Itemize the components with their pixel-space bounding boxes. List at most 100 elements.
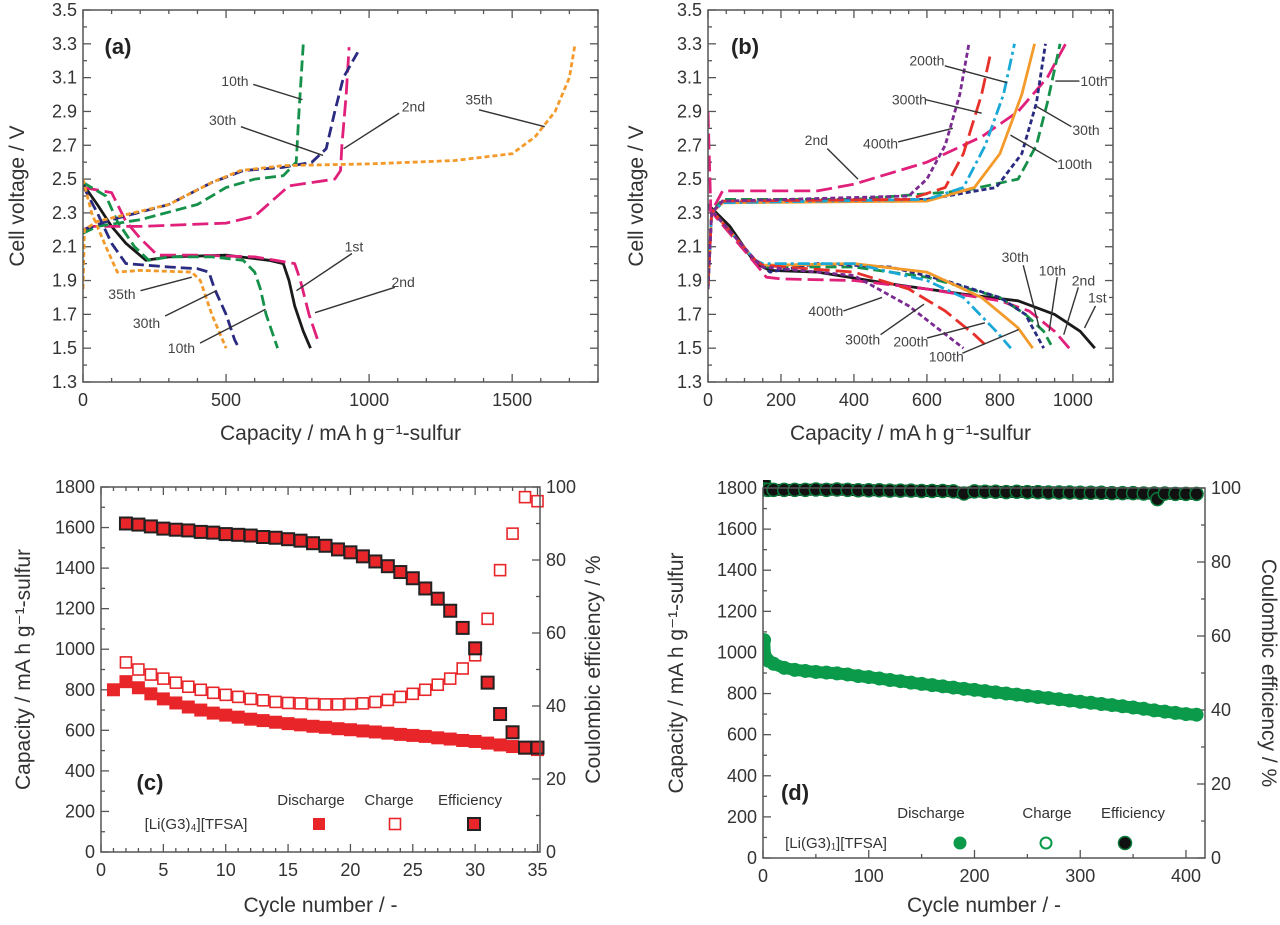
series-efficiency-point: [281, 532, 296, 547]
y-tick-label: 2.9: [52, 101, 77, 121]
y-axis-label: Capacity / mA h g⁻¹-sulfur: [665, 552, 688, 793]
y-tick-label: 1000: [717, 642, 757, 662]
x-tick-label: 400: [839, 390, 869, 410]
y-tick-label: 2.7: [677, 135, 702, 155]
annotation-label: 30th: [209, 112, 236, 128]
series-charge-point: [456, 662, 469, 675]
x-tick-label: 300: [1065, 866, 1095, 886]
annotation-leader-line: [880, 303, 925, 336]
y-tick-label: 3.1: [677, 68, 702, 88]
y-tick-label: 800: [65, 680, 95, 700]
y2-tick-label: 60: [1211, 626, 1231, 646]
annotation-label: 300th: [892, 92, 927, 108]
series-charge-point: [294, 697, 307, 710]
series-efficiency-point: [143, 519, 158, 534]
series-discharge-point: [343, 723, 357, 737]
y-tick-label: 2.1: [677, 237, 702, 257]
y-tick-label: 1400: [55, 558, 95, 578]
annotation-label: 2nd: [391, 274, 414, 290]
series-charge-point: [194, 683, 208, 697]
series-charge-point: [144, 668, 158, 681]
y-tick-label: 1200: [55, 599, 95, 619]
series-discharge-point: [506, 740, 520, 754]
x-tick-label: 1000: [1053, 390, 1093, 410]
series-400th-charge-line: [708, 43, 971, 290]
series-2nd-discharge-line: [708, 206, 1071, 350]
series-charge-point: [206, 686, 220, 700]
x-tick-label: 1000: [349, 390, 389, 410]
annotation-leader-line: [962, 328, 1019, 354]
series-efficiency-point: [181, 523, 196, 538]
x-tick-label: 5: [158, 860, 168, 880]
series-discharge-point: [219, 708, 233, 722]
annotation-leader-line: [343, 112, 400, 150]
annotation-label: 10th: [221, 73, 248, 89]
series-discharge-point: [406, 728, 420, 742]
series-charge-point: [406, 687, 420, 701]
y-tick-label: 1.5: [677, 338, 702, 358]
annotation-label: 30th: [133, 315, 160, 331]
x-tick-label: 1500: [492, 390, 532, 410]
legend-title: [Li(G3)₄][TFSA]: [145, 816, 248, 833]
x-tick-label: 200: [766, 390, 796, 410]
annotation-leader-line: [296, 252, 353, 292]
series-efficiency-point: [231, 527, 246, 542]
annotation-leader-line: [826, 148, 859, 180]
y-tick-label: 2.9: [677, 101, 702, 121]
y-tick-label: 600: [65, 720, 95, 740]
annotation-leader-line: [314, 286, 396, 314]
legend-marker-charge: [1039, 836, 1053, 850]
y2-tick-label: 20: [1211, 774, 1231, 794]
x-tick-label: 20: [340, 860, 360, 880]
series-charge-point: [431, 678, 445, 692]
annotation-label: 200th: [893, 333, 928, 349]
series-300th-charge-line: [708, 52, 993, 290]
x-tick-label: 600: [912, 390, 942, 410]
series-10th-charge-line: [83, 43, 305, 235]
y2-tick-label: 0: [546, 842, 556, 862]
series-discharge-point: [443, 732, 457, 746]
series-efficiency-point: [1189, 486, 1204, 502]
axis-ticks: [82, 9, 599, 383]
annotation-leader-line: [1010, 134, 1058, 163]
annotation-leader-line: [1048, 277, 1058, 332]
annotation-leader-line: [944, 65, 1008, 84]
series-efficiency-point: [268, 530, 283, 545]
series-charge-point: [182, 680, 195, 694]
y-tick-label: 1600: [55, 518, 95, 538]
legend-entry-label: Discharge: [277, 792, 345, 809]
y-tick-label: 1.3: [52, 372, 77, 392]
annotation-leader-line: [1063, 287, 1080, 335]
y-tick-label: 2.5: [677, 169, 702, 189]
x-tick-label: 100: [854, 866, 884, 886]
series-discharge-point: [763, 633, 772, 648]
series-discharge-point: [169, 696, 183, 710]
series-efficiency-point: [393, 565, 408, 580]
series-discharge-point: [393, 727, 407, 741]
series-200th-charge-line: [708, 43, 1016, 290]
annotation-leader-line: [140, 276, 192, 292]
series-charge-point: [344, 697, 357, 711]
annotation-label: 2nd: [402, 98, 425, 114]
annotation-label: 100th: [929, 349, 964, 365]
x-axis-label: Cycle number / -: [907, 894, 1061, 917]
series-discharge-point: [156, 692, 170, 706]
annotation-label: 400th: [808, 303, 843, 319]
y-tick-label: 400: [727, 766, 757, 786]
series-charge-point: [281, 696, 295, 710]
y-tick-label: 1.7: [52, 304, 77, 324]
series-efficiency-point: [380, 559, 395, 574]
y-tick-label: 1800: [717, 478, 757, 498]
series-charge-point: [231, 690, 245, 704]
y2-tick-label: 100: [546, 477, 576, 497]
series-efficiency-point: [118, 516, 133, 531]
series-charge-point: [169, 676, 183, 689]
series-charge-point: [394, 690, 407, 704]
series-charge-point: [119, 656, 133, 669]
series-charge-point: [306, 697, 320, 711]
y-tick-label: 1200: [717, 601, 757, 621]
series-efficiency-point: [530, 740, 545, 755]
y2-tick-label: 80: [1211, 552, 1231, 572]
series-efficiency-point: [243, 528, 258, 543]
